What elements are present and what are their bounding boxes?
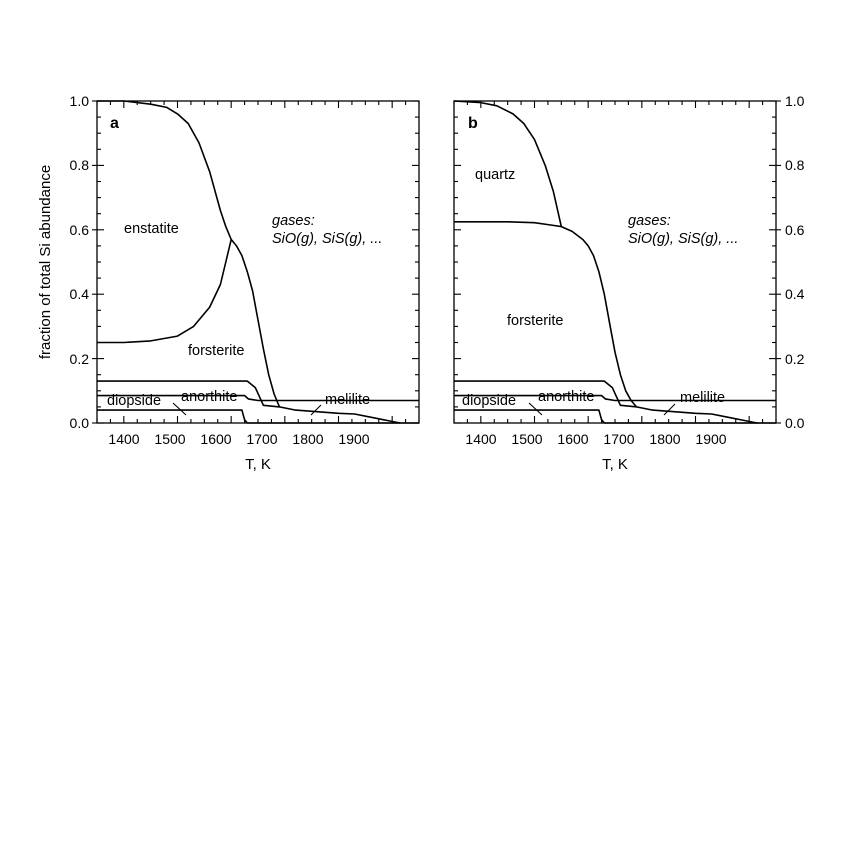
panel-a-x-axis-title: T, K [245, 456, 271, 473]
panel-a-xtick-label: 1400 [108, 431, 139, 447]
anorthite-label: anorthite [181, 389, 237, 405]
panel-b-xtick-label: 1700 [603, 431, 634, 447]
panel-b-xtick-label: 1600 [557, 431, 588, 447]
panel-b-xtick-label: 1400 [465, 431, 496, 447]
enstatite-label: enstatite [124, 221, 179, 237]
forsterite-label: forsterite [507, 313, 563, 329]
panel-a: a 0.0 0.2 0.4 0.6 0.8 1.0 1400 1500 1600… [37, 93, 420, 473]
anorthite-label: anorthite [538, 389, 594, 405]
panel-b: b 0.0 0.2 0.4 0.6 0.8 1.0 1400 1500 1600… [453, 93, 805, 473]
anorthite-curve [454, 394, 776, 402]
panel-b-ytick-label: 0.2 [785, 351, 805, 367]
panel-a-ytick-label: 0.6 [70, 222, 90, 238]
panel-a-ytick-label: 0.0 [70, 415, 90, 431]
panel-a-curves [97, 100, 419, 424]
anorthite-curve [97, 394, 419, 402]
gases-label: gases: [628, 213, 671, 229]
panel-b-letter: b [468, 115, 478, 132]
diopside-label: diopside [107, 393, 161, 409]
gases-label: gases: [272, 213, 315, 229]
quartz-label: quartz [475, 167, 515, 183]
enstatite-curve [97, 100, 232, 240]
panel-a-frame [96, 100, 420, 424]
melilite-curve [454, 380, 758, 424]
panel-b-ytick-label: 0.6 [785, 222, 805, 238]
panel-a-xtick-label: 1600 [200, 431, 231, 447]
diopside-pointer [172, 402, 187, 416]
panel-a-xtick-label: 1500 [154, 431, 185, 447]
diopside-pointer [528, 402, 543, 416]
panel-b-ytick-label: 1.0 [785, 93, 805, 109]
panel-b-x-axis-title: T, K [602, 456, 628, 473]
quartz-curve [453, 100, 563, 227]
panel-a-xtick-label: 1700 [246, 431, 277, 447]
forsterite-curve [454, 221, 638, 408]
forsterite-label: forsterite [188, 343, 244, 359]
panel-a-xtick-label: 1900 [338, 431, 369, 447]
diopside-label: diopside [462, 393, 516, 409]
panel-a-ytick-label: 0.2 [70, 351, 90, 367]
melilite-curve [97, 380, 401, 424]
panel-a-ytick-label: 0.4 [70, 286, 90, 302]
forsterite-curve [97, 238, 281, 408]
panel-b-xtick-label: 1900 [695, 431, 726, 447]
panel-b-ytick-label: 0.8 [785, 157, 805, 173]
panel-b-ytick-label: 0.4 [785, 286, 805, 302]
panel-a-xtick-label: 1800 [292, 431, 323, 447]
panel-b-ytick-label: 0.0 [785, 415, 805, 431]
gases-species-label: SiO(g), SiS(g), ... [272, 231, 382, 247]
melilite-label: melilite [680, 390, 725, 406]
melilite-pointer [663, 403, 676, 416]
melilite-label: melilite [325, 392, 370, 408]
gases-species-label: SiO(g), SiS(g), ... [628, 231, 738, 247]
panel-a-ytick-label: 1.0 [70, 93, 90, 109]
panel-a-ytick-label: 0.8 [70, 157, 90, 173]
y-axis-title: fraction of total Si abundance [37, 165, 54, 359]
panel-a-letter: a [110, 115, 119, 132]
panel-b-xtick-label: 1800 [649, 431, 680, 447]
panel-b-xtick-label: 1500 [511, 431, 542, 447]
panel-b-frame [453, 100, 777, 424]
melilite-pointer [310, 404, 322, 416]
